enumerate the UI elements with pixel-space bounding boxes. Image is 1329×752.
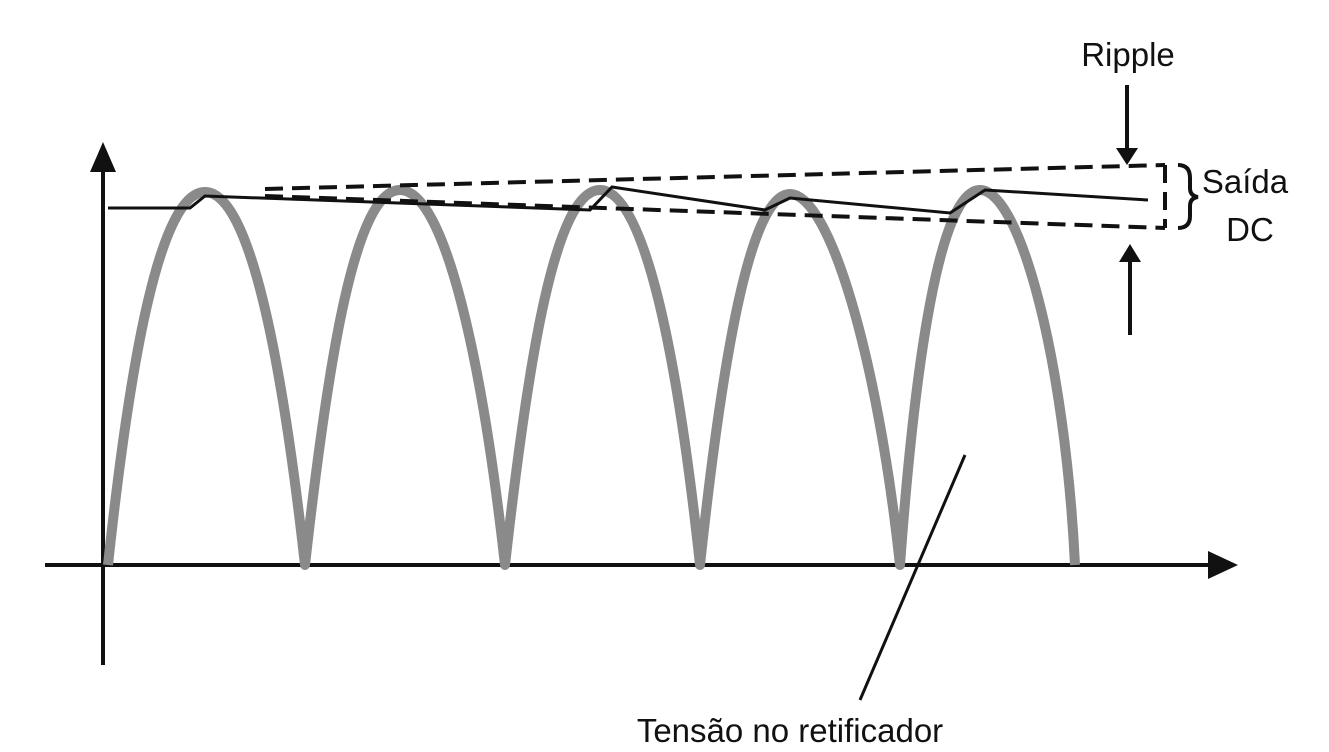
output-brace [1177,163,1199,230]
x-axis-arrow [1208,551,1238,579]
ripple-envelope [264,163,1167,230]
output-label: Saída [1202,163,1289,200]
ripple-arrow-top-head [1116,148,1138,165]
output-label: DC [1226,211,1274,248]
y-axis-arrow [90,142,116,172]
ripple-arrow-bottom-head [1119,244,1141,262]
rectifier-label: Tensão no retificador [637,712,943,749]
leader-line [858,454,967,701]
ripple-label: Ripple [1081,36,1175,73]
dc-output-line [108,185,1149,215]
rectified-wave [103,185,1080,570]
